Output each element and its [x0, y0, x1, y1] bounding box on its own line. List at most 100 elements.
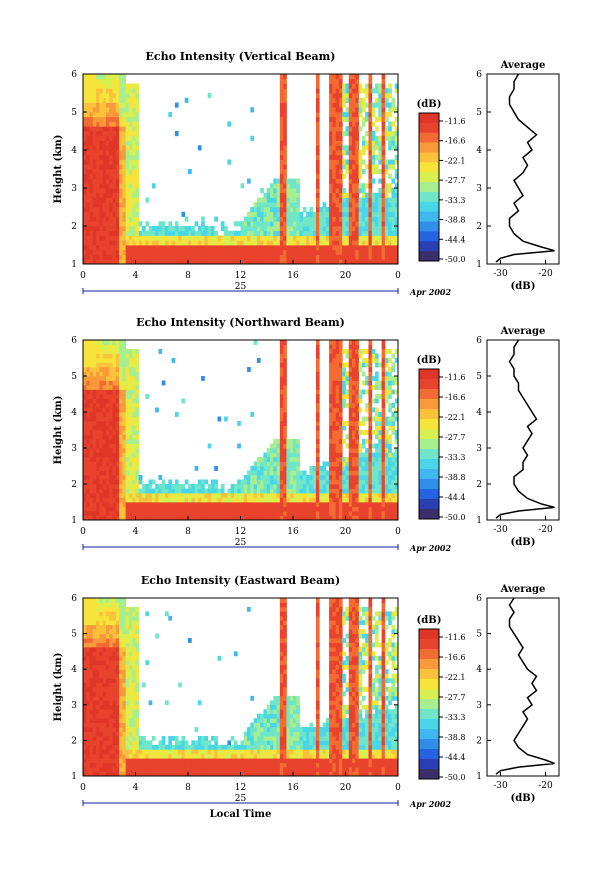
heatmap-cell — [388, 389, 392, 395]
heatmap-cell — [115, 758, 120, 764]
heatmap-cell — [102, 230, 107, 236]
heatmap-cell — [338, 211, 343, 217]
heatmap-cell — [361, 497, 366, 503]
colorbar-swatch — [419, 162, 439, 173]
heatmap-cell — [332, 439, 337, 444]
heatmap-cell — [250, 475, 255, 480]
heatmap-cell — [210, 497, 215, 503]
heatmap-cell — [299, 216, 304, 222]
heatmap-cell — [361, 216, 366, 222]
heatmap-cell — [352, 159, 356, 165]
heatmap-cell — [135, 506, 140, 512]
heatmap-cell — [332, 448, 337, 453]
heatmap-cell — [352, 88, 356, 94]
heatmap-cell — [132, 434, 136, 440]
heatmap-cell — [358, 479, 363, 485]
heatmap-cell — [207, 240, 212, 246]
heatmap-cell — [394, 116, 399, 122]
heatmap-cell — [86, 183, 90, 189]
heatmap-cell — [83, 159, 87, 165]
heatmap-cell — [92, 93, 97, 99]
heatmap-cell — [125, 620, 130, 626]
heatmap-cell — [109, 135, 113, 141]
heatmap-cell — [96, 349, 100, 354]
heatmap-cell — [115, 362, 120, 368]
heatmap-cell — [355, 367, 360, 372]
heatmap-cell — [358, 235, 363, 241]
heatmap-cell — [92, 506, 97, 512]
heatmap-cell — [132, 245, 136, 251]
heatmap-cell — [191, 226, 195, 232]
heatmap-cell — [394, 226, 399, 232]
heatmap-cell — [145, 484, 150, 489]
heatmap-cell — [102, 727, 107, 732]
heatmap-cell — [128, 511, 133, 516]
heatmap-cell — [352, 367, 356, 372]
heatmap-cell — [237, 493, 241, 498]
heatmap-cell — [283, 192, 287, 198]
heatmap-cell — [132, 376, 136, 381]
heatmap-cell — [355, 344, 360, 350]
heatmap-cell — [289, 479, 294, 485]
heatmap-cell — [338, 183, 343, 189]
heatmap-cell — [348, 448, 353, 453]
heatmap-cell — [319, 484, 323, 489]
heatmap-cell — [283, 159, 287, 165]
heatmap-cell — [125, 425, 130, 431]
heatmap-cell — [194, 484, 199, 489]
heatmap-cell — [132, 249, 136, 255]
heatmap-cell — [128, 216, 133, 222]
heatmap-cell — [92, 615, 97, 621]
heatmap-cell — [352, 230, 356, 236]
heatmap-cell — [240, 183, 245, 189]
heatmap-cell — [188, 254, 192, 260]
heatmap-cell — [286, 197, 291, 203]
heatmap-cell — [348, 367, 353, 372]
heatmap-cell — [322, 226, 327, 232]
heatmap-cell — [378, 159, 382, 165]
heatmap-cell — [361, 475, 366, 480]
heatmap-cell — [270, 448, 274, 453]
heatmap-cell — [122, 718, 127, 723]
heatmap-cell — [381, 506, 386, 512]
heatmap-cell — [122, 731, 127, 737]
heatmap-cell — [158, 240, 163, 246]
heatmap-cell — [99, 150, 104, 156]
heatmap-cell — [312, 245, 317, 251]
heatmap-cell — [263, 226, 268, 232]
heatmap-cell — [105, 493, 110, 498]
heatmap-cell — [335, 511, 340, 516]
heatmap-cell — [345, 112, 350, 118]
heatmap-cell — [102, 673, 107, 679]
heatmap-cell — [352, 448, 356, 453]
heatmap-cell — [99, 173, 104, 179]
heatmap-cell — [276, 235, 281, 241]
heatmap-cell — [105, 678, 110, 683]
heatmap-cell — [86, 466, 90, 471]
heatmap-cell — [158, 230, 163, 236]
heatmap-cell — [338, 240, 343, 246]
heatmap-cell — [105, 380, 110, 386]
heatmap-cell — [135, 259, 140, 265]
heatmap-cell — [148, 240, 153, 246]
heatmap-cell — [276, 502, 281, 507]
heatmap-cell — [119, 691, 123, 697]
heatmap-cell — [89, 412, 94, 417]
heatmap-cell — [109, 682, 113, 688]
heatmap-cell — [138, 493, 143, 498]
heatmap-cell — [115, 493, 120, 498]
heatmap-cell — [201, 479, 205, 485]
heatmap-cell — [342, 112, 346, 118]
heatmap-cell — [342, 479, 346, 485]
heatmap-cell — [329, 439, 333, 444]
heatmap-cell — [375, 135, 379, 141]
heatmap-cell — [96, 93, 100, 99]
heatmap-cell — [388, 207, 392, 213]
heatmap-cell — [263, 207, 268, 213]
heatmap-cell — [227, 254, 232, 260]
heatmap-cell — [99, 358, 104, 363]
heatmap-cell — [125, 669, 130, 675]
heatmap-cell — [388, 493, 392, 498]
heatmap-cell — [99, 259, 104, 265]
